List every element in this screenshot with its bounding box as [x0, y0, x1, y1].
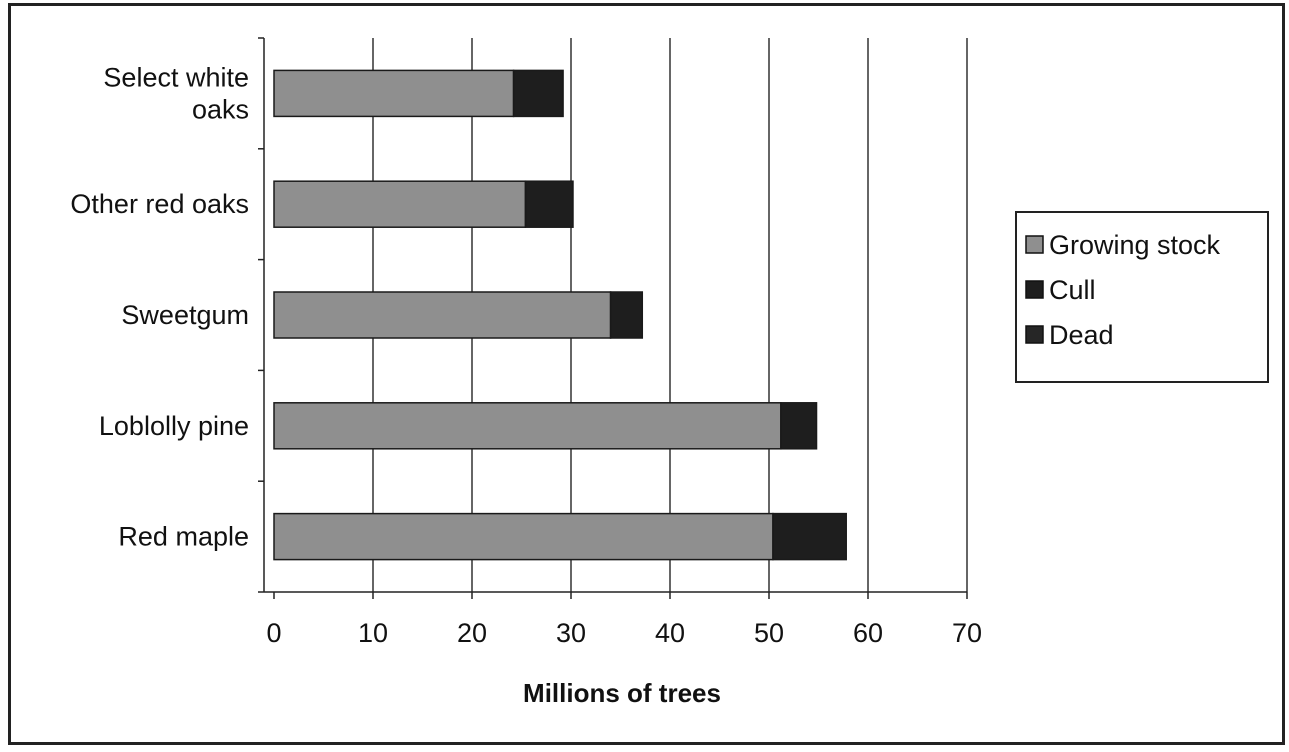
x-tick-label: 20: [457, 618, 487, 648]
bar-other-red-oaks-growing-stock: [273, 180, 527, 228]
bar-sweetgum-cull: [609, 291, 644, 339]
axes: [258, 37, 968, 599]
category-label: Loblolly pine: [99, 411, 249, 441]
legend-label: Cull: [1049, 275, 1096, 305]
bars: [273, 69, 847, 561]
bar-sweetgum-growing-stock: [273, 291, 612, 339]
x-tick-label: 50: [754, 618, 784, 648]
legend-swatch: [1025, 325, 1044, 344]
x-tick-labels: 0 10 20 30 40 50 60 70: [266, 618, 982, 648]
bar-red-maple-growing-stock: [273, 512, 774, 561]
bar-loblolly-pine-cull: [780, 402, 818, 450]
x-tick-label: 30: [556, 618, 586, 648]
x-tick-label: 70: [952, 618, 982, 648]
gridlines: [372, 38, 968, 592]
category-labels: Select white oaks Other red oaks Sweetgum Lo…: [70, 62, 249, 551]
legend-label: Growing stock: [1049, 230, 1221, 260]
bar-select-white-oaks-growing-stock: [273, 69, 515, 118]
legend-label: Dead: [1049, 320, 1114, 350]
bar-loblolly-pine-growing-stock: [273, 402, 782, 450]
x-tick-label: 10: [358, 618, 388, 648]
x-tick-label: 0: [266, 618, 281, 648]
bar-red-maple-cull: [772, 512, 847, 561]
category-label: Sweetgum: [121, 300, 249, 330]
bar-other-red-oaks-cull: [524, 180, 574, 228]
category-label: Red maple: [118, 522, 249, 552]
legend-box: [1015, 211, 1269, 383]
x-tick-label: 60: [853, 618, 883, 648]
x-tick-label: 40: [655, 618, 685, 648]
legend: Growing stock Cull Dead: [1015, 211, 1269, 383]
legend-swatch: [1025, 280, 1044, 299]
bar-select-white-oaks-cull: [512, 69, 564, 118]
category-label: Other red oaks: [70, 189, 249, 219]
category-label: Select white oaks: [103, 62, 249, 124]
x-axis-title: Millions of trees: [523, 678, 721, 708]
legend-swatch: [1025, 235, 1044, 254]
